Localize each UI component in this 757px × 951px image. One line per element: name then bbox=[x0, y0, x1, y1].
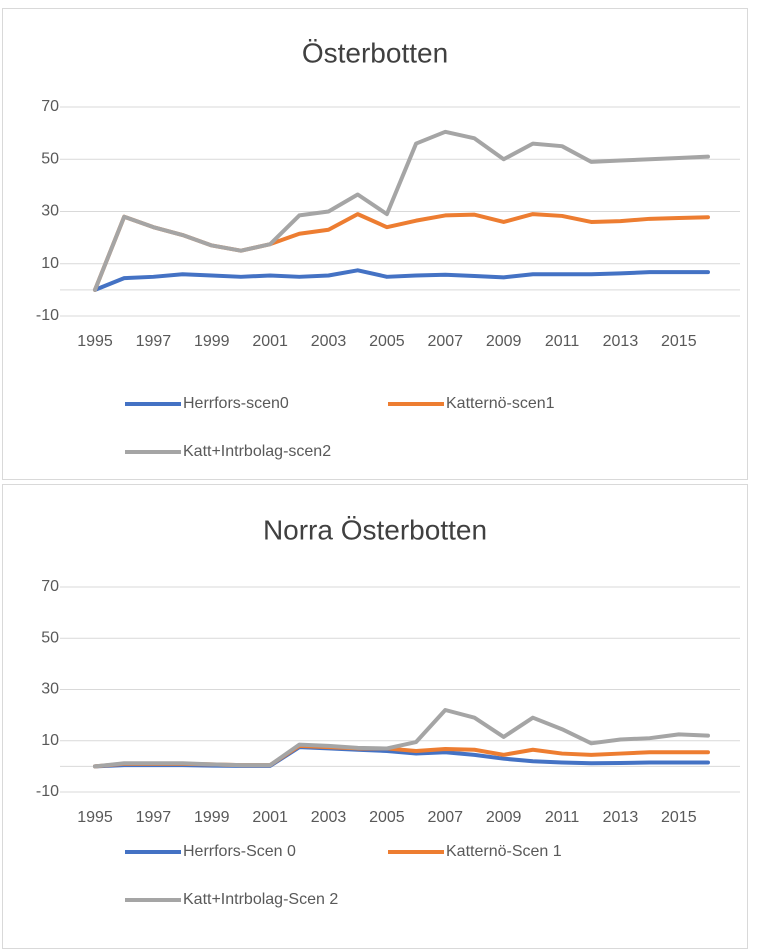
x-tick-label: 2007 bbox=[427, 809, 463, 826]
chart-title: Österbotten bbox=[302, 37, 448, 68]
x-tick-label: 2005 bbox=[369, 809, 405, 826]
legend-label: Herrfors-scen0 bbox=[183, 395, 289, 412]
chart-border bbox=[2, 8, 748, 480]
chart: Österbotten -10 10 30 50 70 1995 1997 1999 2001 20… bbox=[2, 8, 748, 480]
x-tick-label: 2007 bbox=[427, 333, 463, 350]
y-tick-label: -10 bbox=[36, 307, 59, 324]
x-tick-label: 1997 bbox=[136, 809, 172, 826]
x-tick-label: 2011 bbox=[545, 809, 580, 826]
data-line bbox=[93, 129, 710, 292]
x-tick-label: 2011 bbox=[545, 333, 580, 350]
y-tick-label: -10 bbox=[36, 783, 59, 800]
legend-label: Katternö-scen1 bbox=[446, 395, 555, 412]
y-tick-label: 30 bbox=[41, 203, 59, 220]
chart: Norra Österbotten -10 10 30 50 70 1995 1997 1999… bbox=[2, 484, 748, 949]
y-tick-label: 50 bbox=[41, 150, 59, 167]
x-tick-label: 2013 bbox=[603, 333, 639, 350]
x-tick-label: 1997 bbox=[136, 333, 172, 350]
data-line bbox=[93, 212, 710, 292]
x-tick-label: 2001 bbox=[252, 809, 288, 826]
legend-label: Katt+Intrbolag-Scen 2 bbox=[183, 891, 338, 908]
chart-border bbox=[2, 484, 748, 949]
x-tick-label: 1995 bbox=[77, 809, 113, 826]
y-tick-label: 10 bbox=[41, 255, 59, 272]
x-tick-label: 2009 bbox=[486, 333, 522, 350]
x-tick-label: 2001 bbox=[252, 333, 288, 350]
x-tick-label: 2015 bbox=[661, 809, 697, 826]
x-tick-label: 2015 bbox=[661, 333, 697, 350]
y-tick-label: 10 bbox=[41, 732, 59, 749]
legend-label: Katt+Intrbolag-scen2 bbox=[183, 443, 331, 460]
data-line bbox=[93, 268, 710, 292]
legend-label: Katternö-Scen 1 bbox=[446, 843, 562, 860]
legend-label: Herrfors-Scen 0 bbox=[183, 843, 296, 860]
x-tick-label: 1999 bbox=[194, 809, 230, 826]
x-tick-label: 2003 bbox=[311, 333, 347, 350]
x-tick-label: 1995 bbox=[77, 333, 113, 350]
y-tick-label: 50 bbox=[41, 629, 59, 646]
y-tick-label: 70 bbox=[41, 98, 59, 115]
x-tick-label: 2003 bbox=[311, 809, 347, 826]
x-tick-label: 2005 bbox=[369, 333, 405, 350]
chart-title: Norra Österbotten bbox=[263, 514, 487, 545]
x-tick-label: 1999 bbox=[194, 333, 230, 350]
y-tick-label: 70 bbox=[41, 578, 59, 595]
x-tick-label: 2009 bbox=[486, 809, 522, 826]
y-tick-label: 30 bbox=[41, 681, 59, 698]
data-line bbox=[93, 708, 710, 769]
x-tick-label: 2013 bbox=[603, 809, 639, 826]
